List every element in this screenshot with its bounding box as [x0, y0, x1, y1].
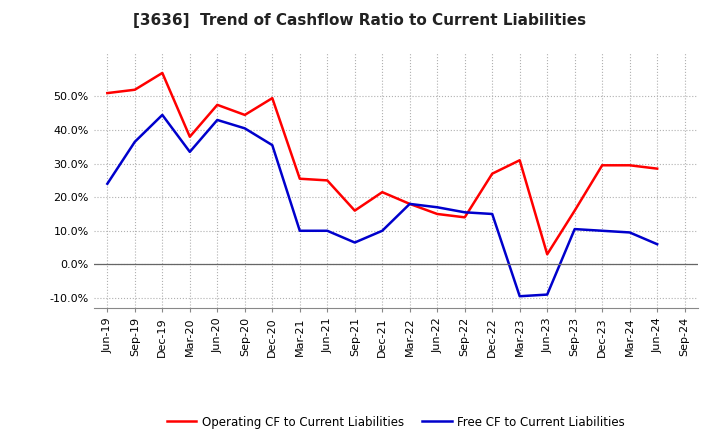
Free CF to Current Liabilities	[570, 227, 579, 232]
Free CF to Current Liabilities	[351, 240, 359, 245]
Operating CF to Current Liabilities	[103, 91, 112, 96]
Free CF to Current Liabilities	[186, 149, 194, 154]
Free CF to Current Liabilities	[213, 117, 222, 123]
Operating CF to Current Liabilities	[295, 176, 304, 181]
Operating CF to Current Liabilities	[543, 252, 552, 257]
Operating CF to Current Liabilities	[598, 163, 606, 168]
Free CF to Current Liabilities	[460, 210, 469, 215]
Operating CF to Current Liabilities	[626, 163, 634, 168]
Free CF to Current Liabilities	[488, 211, 497, 216]
Free CF to Current Liabilities	[158, 112, 166, 117]
Free CF to Current Liabilities	[268, 143, 276, 148]
Free CF to Current Liabilities	[653, 242, 662, 247]
Free CF to Current Liabilities	[433, 205, 441, 210]
Free CF to Current Liabilities	[378, 228, 387, 233]
Operating CF to Current Liabilities	[570, 208, 579, 213]
Free CF to Current Liabilities	[598, 228, 606, 233]
Operating CF to Current Liabilities	[516, 158, 524, 163]
Text: [3636]  Trend of Cashflow Ratio to Current Liabilities: [3636] Trend of Cashflow Ratio to Curren…	[133, 13, 587, 28]
Operating CF to Current Liabilities	[488, 171, 497, 176]
Operating CF to Current Liabilities	[653, 166, 662, 171]
Free CF to Current Liabilities	[130, 139, 139, 144]
Operating CF to Current Liabilities	[186, 134, 194, 139]
Operating CF to Current Liabilities	[268, 95, 276, 101]
Free CF to Current Liabilities	[295, 228, 304, 233]
Line: Operating CF to Current Liabilities: Operating CF to Current Liabilities	[107, 73, 657, 254]
Line: Free CF to Current Liabilities: Free CF to Current Liabilities	[107, 115, 657, 296]
Operating CF to Current Liabilities	[240, 112, 249, 117]
Operating CF to Current Liabilities	[351, 208, 359, 213]
Operating CF to Current Liabilities	[433, 211, 441, 216]
Operating CF to Current Liabilities	[213, 102, 222, 107]
Free CF to Current Liabilities	[543, 292, 552, 297]
Operating CF to Current Liabilities	[405, 201, 414, 206]
Free CF to Current Liabilities	[103, 181, 112, 187]
Free CF to Current Liabilities	[240, 126, 249, 131]
Operating CF to Current Liabilities	[323, 178, 332, 183]
Legend: Operating CF to Current Liabilities, Free CF to Current Liabilities: Operating CF to Current Liabilities, Fre…	[162, 411, 630, 433]
Free CF to Current Liabilities	[323, 228, 332, 233]
Free CF to Current Liabilities	[516, 293, 524, 299]
Operating CF to Current Liabilities	[460, 215, 469, 220]
Operating CF to Current Liabilities	[158, 70, 166, 76]
Free CF to Current Liabilities	[626, 230, 634, 235]
Free CF to Current Liabilities	[405, 201, 414, 206]
Operating CF to Current Liabilities	[378, 190, 387, 195]
Operating CF to Current Liabilities	[130, 87, 139, 92]
